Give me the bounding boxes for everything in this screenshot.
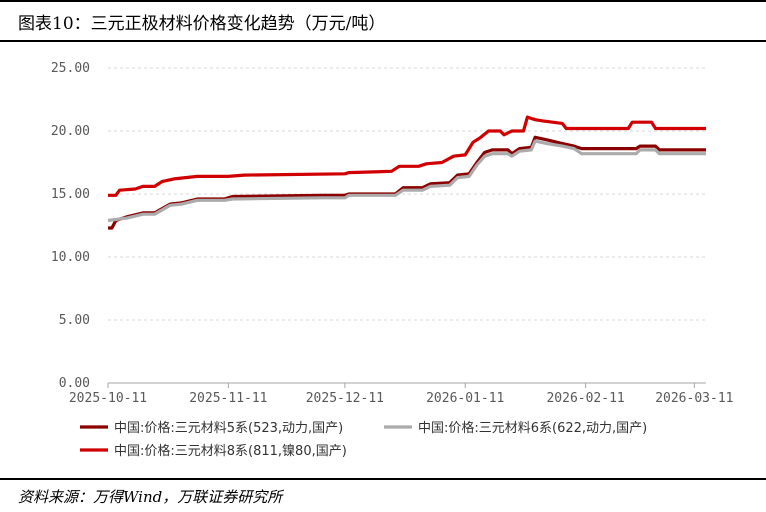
series-line-2 <box>107 139 706 223</box>
title-rule <box>0 40 766 42</box>
figure-title: 图表10：三元正极材料价格变化趋势（万元/吨） <box>18 14 386 34</box>
x-tick-label: 2026-01-11 <box>426 391 504 406</box>
x-tick-label: 2026-03-11 <box>655 391 733 406</box>
series-line-1 <box>108 135 706 230</box>
y-tick-label: 10.00 <box>51 250 90 265</box>
legend-label-2: 中国:价格:三元材料6系(622,动力,国产) <box>418 420 647 436</box>
source-note: 资料来源：万得Wind，万联证券研究所 <box>18 488 283 506</box>
top-rule <box>0 0 766 2</box>
y-tick-label: 20.00 <box>51 124 90 139</box>
x-tick-label: 2025-12-11 <box>306 391 384 406</box>
x-tick-label: 2026-02-11 <box>546 391 624 406</box>
legend: 中国:价格:三元材料5系(523,动力,国产) 中国:价格:三元材料6系(622,… <box>80 420 647 459</box>
bottom-rule <box>0 478 766 480</box>
y-tick-label: 25.00 <box>51 61 90 76</box>
y-axis-ticks: 0.00 5.00 10.00 15.00 20.00 25.00 <box>51 61 90 391</box>
series-line-3 <box>108 115 706 197</box>
y-tick-label: 5.00 <box>59 313 90 328</box>
y-tick-label: 15.00 <box>51 187 90 202</box>
x-tick-label: 2025-11-11 <box>189 391 267 406</box>
series-lines <box>107 115 706 230</box>
gridlines <box>108 67 706 321</box>
legend-label-3: 中国:价格:三元材料8系(811,镍80,国产) <box>114 443 347 459</box>
legend-label-1: 中国:价格:三元材料5系(523,动力,国产) <box>114 420 343 436</box>
y-tick-label: 0.00 <box>59 376 90 391</box>
x-axis: 2025-10-11 2025-11-11 2025-12-11 2026-01-11… <box>69 382 733 406</box>
x-tick-label: 2025-10-11 <box>69 391 147 406</box>
